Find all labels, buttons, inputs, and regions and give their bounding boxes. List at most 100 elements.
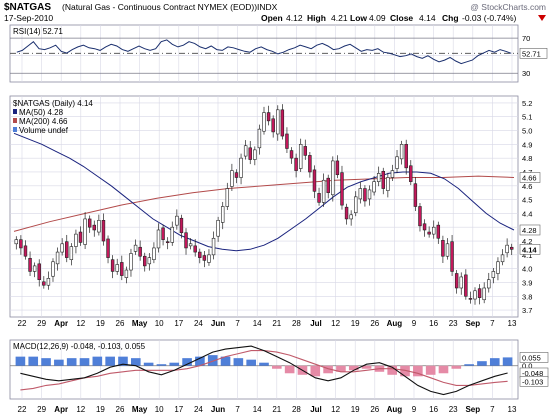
candle-body (326, 177, 330, 193)
open-label: Open (261, 13, 283, 23)
price-tick-label: 4.8 (522, 154, 532, 163)
chg-value: -0.03 (-0.74%) (462, 13, 516, 23)
down-triangle-icon (538, 15, 546, 21)
x-tick-label-bottom: Jul (310, 405, 322, 414)
x-tick-label-bottom: Apr (54, 405, 68, 414)
candle-body (349, 214, 353, 220)
symbol-title: $NATGAS (4, 2, 51, 13)
candle-body (97, 220, 101, 233)
candle-body (289, 150, 294, 159)
macd-histogram-bar (92, 356, 103, 366)
price-legend-item: Volume undef (19, 126, 69, 135)
x-tick-label-bottom: Jun (211, 405, 225, 414)
macd-value-box (519, 375, 549, 387)
price-value-label: 4.28 (522, 226, 537, 235)
x-tick-label-bottom: Aug (387, 405, 403, 414)
x-tick-label-bottom: May (132, 405, 148, 414)
x-tick-label-bottom: 7 (235, 405, 240, 414)
candle-body (225, 188, 230, 207)
macd-histogram-bar (323, 365, 333, 374)
candle-body (78, 231, 83, 243)
x-tick-label: 7 (490, 319, 495, 328)
candle-body (427, 231, 431, 235)
macd-histogram-bar (451, 365, 462, 369)
x-tick-label-bottom: 9 (412, 405, 417, 414)
x-tick-label: Jun (211, 319, 225, 328)
candle-body (175, 215, 179, 226)
candle-body (363, 188, 367, 202)
x-tick-label-bottom: 7 (490, 405, 495, 414)
grid (10, 25, 518, 399)
x-tick-label-bottom: 12 (331, 405, 340, 414)
price-legend-title: $NATGAS (Daily) 4.14 (13, 99, 93, 108)
price-value-label: 4.14 (522, 245, 537, 254)
x-tick-label: 24 (194, 319, 203, 328)
macd-histogram-bar (438, 365, 449, 374)
candle-body (165, 241, 170, 244)
macd-histogram-bar (182, 358, 192, 366)
candle-body (432, 226, 436, 235)
x-tick-label: 22 (18, 319, 27, 328)
x-tick-label: 19 (96, 319, 105, 328)
close-value: 4.14 (419, 13, 436, 23)
price-tick-label: 4.0 (522, 265, 532, 274)
symbol-description: (Natural Gas - Continuous Contract NYMEX… (62, 2, 257, 12)
price-value-label: 4.66 (522, 173, 537, 182)
exchange-label: INDX (257, 2, 278, 12)
macd-histogram-bar (246, 359, 256, 366)
macd-histogram-bar (361, 365, 372, 369)
candle-body (395, 156, 399, 169)
x-tick-label-bottom: 23 (449, 405, 458, 414)
rsi-legend: RSI(14) 52.71 (13, 27, 63, 36)
x-tick-label-bottom: 10 (155, 405, 164, 414)
price-value-box (519, 172, 541, 183)
chart-date: 17-Sep-2010 (4, 13, 53, 23)
x-tick-label: 9 (412, 319, 417, 328)
candle-body (253, 149, 257, 160)
price-legend-item: MA(200) 4.66 (19, 117, 68, 126)
low-label: Low (350, 13, 367, 23)
x-tick-label-bottom: 14 (253, 405, 262, 414)
candle-body (422, 223, 427, 231)
x-tick-label: 10 (155, 319, 164, 328)
candle-body (276, 109, 280, 135)
candle-body (331, 160, 335, 196)
candle-body (312, 169, 317, 192)
price-legend-item: MA(50) 4.28 (19, 108, 64, 117)
candle-body (482, 287, 486, 301)
candle-body (129, 253, 133, 271)
candle-body (445, 243, 450, 257)
x-tick-label-bottom: 19 (351, 405, 360, 414)
macd-histogram-bar (207, 355, 218, 366)
macd-histogram-bar (387, 365, 398, 375)
macd-histogram-bar (464, 364, 474, 366)
macd-histogram-bar (41, 358, 51, 366)
price-tick-label: 3.8 (522, 292, 532, 301)
candle-body (147, 257, 152, 265)
candle-body (358, 188, 363, 200)
x-tick-label: 12 (331, 319, 340, 328)
macd-histogram-bar (130, 358, 141, 366)
candle-body (509, 246, 514, 250)
candle-body (143, 255, 147, 267)
candle-body (124, 269, 129, 278)
macd-histogram-bar (28, 356, 39, 366)
candle-body (436, 224, 441, 239)
x-tick-label-bottom: 19 (96, 405, 105, 414)
candle-body (335, 160, 340, 176)
candle-body (505, 244, 509, 254)
watermark: @ StockCharts.com (470, 2, 546, 12)
x-tick-label: 16 (429, 319, 438, 328)
candle-body (500, 254, 505, 263)
candle-body (487, 279, 491, 289)
x-tick-label: 21 (272, 319, 281, 328)
x-tick-label-bottom: 22 (18, 405, 27, 414)
macd-histogram-bar (425, 365, 436, 375)
legend-swatch (13, 118, 17, 123)
x-tick-label: 17 (174, 319, 183, 328)
x-tick-label-bottom: Sep (465, 405, 480, 414)
candle-body (321, 179, 326, 203)
candle-body (120, 262, 124, 276)
rsi-tick-label: 30 (522, 69, 530, 78)
macd-value-box (519, 352, 549, 363)
